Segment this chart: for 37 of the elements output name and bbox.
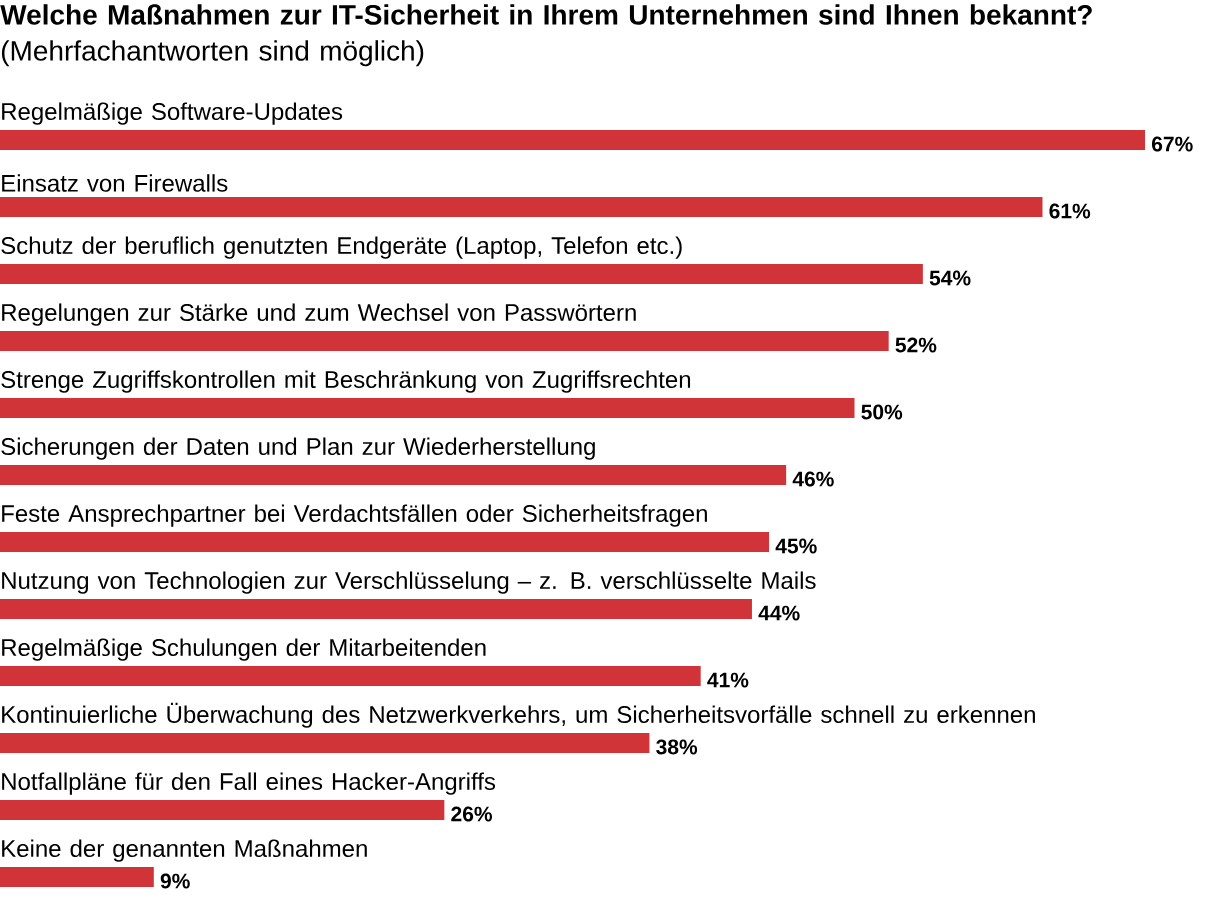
y-tick-label: Regelmäßige Schulungen der Mitarbeitenden <box>2 638 486 661</box>
bar <box>0 264 923 285</box>
data-label: 50% <box>861 404 903 420</box>
data-label: 46% <box>792 471 834 487</box>
y-tick-label: Strenge Zugriffskontrollen mit Beschränkung von Zugriffsrechten <box>1 370 691 393</box>
y-tick-label: Nutzung von Technologien zur Verschlüsselung – z. B. verschlüsselte Mails <box>2 571 816 594</box>
bar <box>0 800 445 821</box>
bar <box>0 666 701 687</box>
data-label: 26% <box>451 806 493 822</box>
bar <box>0 197 1043 218</box>
y-tick-label: Sicherungen der Daten und Plan zur Wiederherstellung <box>1 437 595 460</box>
bar <box>0 867 154 888</box>
bar <box>0 532 770 553</box>
y-tick-label: Notfallpläne für den Fall eines Hacker-Angriffs <box>2 772 496 795</box>
chart-title: Welche Maßnahmen zur IT-Sicherheit in Ihrem Unternehmen sind Ihnen bekannt? (Mehrfachantworten sind möglich) <box>0 4 1092 67</box>
bar <box>0 599 752 620</box>
bar <box>0 465 787 486</box>
data-label: 54% <box>929 270 971 286</box>
y-tick-label: Schutz der beruflich genutzten Endgeräte (Laptop, Telefon etc.) <box>1 236 682 259</box>
y-tick-label: Regelmäßige Software-Updates <box>2 102 343 125</box>
bar <box>0 130 1146 151</box>
data-label: 61% <box>1049 203 1091 219</box>
bar <box>0 733 650 754</box>
data-label: 45% <box>775 538 817 554</box>
y-tick-label: Feste Ansprechpartner bei Verdachtsfällen oder Sicherheitsfragen <box>2 504 707 527</box>
bar <box>0 331 889 352</box>
y-tick-label: Keine der genannten Maßnahmen <box>2 839 367 862</box>
data-label: 41% <box>707 672 749 688</box>
data-label: 9% <box>160 873 190 889</box>
bar <box>0 398 855 419</box>
data-label: 44% <box>758 605 800 621</box>
y-tick-label: Einsatz von Firewalls <box>2 174 228 192</box>
y-tick-label: Regelungen zur Stärke und zum Wechsel von Passwörtern <box>2 303 636 326</box>
data-label: 52% <box>895 337 937 353</box>
y-tick-label: Kontinuierliche Überwachung des Netzwerkverkehrs, um Sicherheitsvorfälle schnell zu erkennen <box>2 702 1035 728</box>
data-label: 38% <box>656 739 698 755</box>
data-label: 67% <box>1152 136 1193 152</box>
